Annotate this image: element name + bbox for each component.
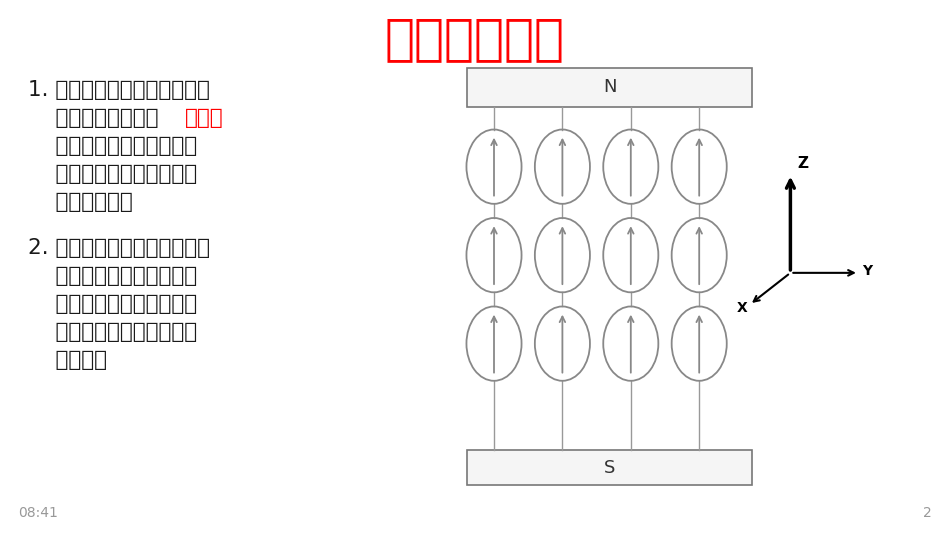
Text: 2. 小磁体自旋轴的排列无一定: 2. 小磁体自旋轴的排列无一定 <box>28 238 210 258</box>
Text: 氢原子: 氢原子 <box>185 108 223 128</box>
Text: S: S <box>604 458 616 477</box>
Text: 核，其质子有自旋运动，: 核，其质子有自旋运动， <box>28 136 198 156</box>
Text: 新排列。: 新排列。 <box>28 350 107 370</box>
Text: 一个小磁体；: 一个小磁体； <box>28 192 133 212</box>
Text: Z: Z <box>797 156 808 171</box>
Text: 2: 2 <box>923 506 932 520</box>
Text: 08:41: 08:41 <box>18 506 58 520</box>
Text: 场中，则小磁体的自旋轴: 场中，则小磁体的自旋轴 <box>28 294 198 314</box>
Bar <box>467 450 752 485</box>
Text: 带正电，产生磁矩，有如: 带正电，产生磁矩，有如 <box>28 164 198 184</box>
Text: 1. 含单数质子的原子核，例如: 1. 含单数质子的原子核，例如 <box>28 80 210 100</box>
Text: N: N <box>603 78 617 96</box>
Text: 将按磁场磁力线的方向重: 将按磁场磁力线的方向重 <box>28 322 198 342</box>
Text: 规律，但如在均匀的强磁: 规律，但如在均匀的强磁 <box>28 266 198 286</box>
Text: X: X <box>736 301 747 315</box>
Text: Y: Y <box>863 264 873 278</box>
Text: 人体内广泛存在的: 人体内广泛存在的 <box>28 108 159 128</box>
Text: 一、基本原理: 一、基本原理 <box>385 15 565 63</box>
Bar <box>467 67 752 106</box>
